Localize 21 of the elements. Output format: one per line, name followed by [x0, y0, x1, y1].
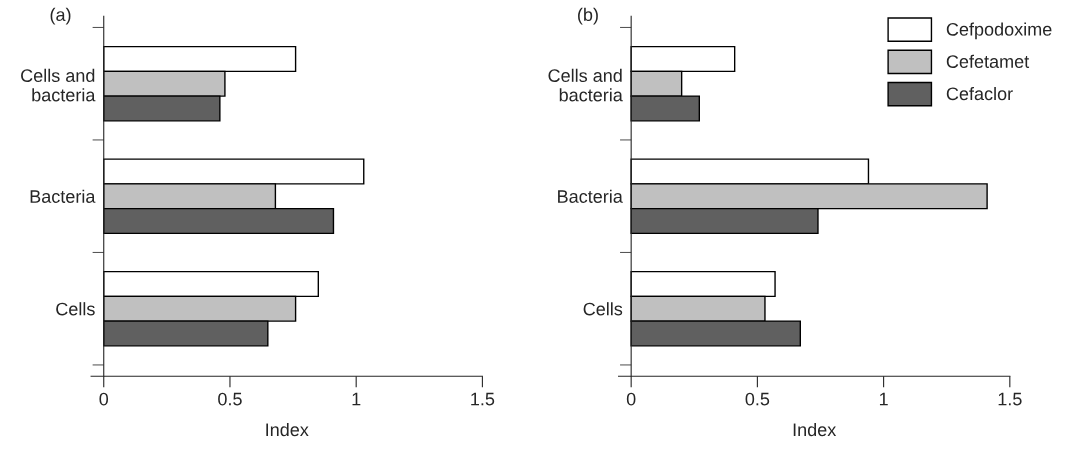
chart-title: (a) — [50, 7, 71, 25]
x-tick-label: 1 — [879, 392, 888, 406]
x-tick-label: 1.5 — [471, 392, 495, 406]
y-tick-label: Cells — [583, 302, 623, 316]
legend-label: Cefetamet — [946, 54, 1030, 68]
legend-label: Cefpodoxime — [946, 22, 1052, 40]
x-tick-label: 0.5 — [745, 392, 770, 406]
y-tick-label: Cells and bacteria — [21, 68, 96, 102]
legend-label: Cefaclor — [946, 86, 1013, 101]
chart-title: (b) — [578, 7, 598, 25]
y-tick-label: Cells and bacteria — [548, 68, 623, 102]
y-tick-label: Cells — [56, 302, 95, 316]
x-axis-title: Index — [793, 422, 837, 437]
y-tick-label: Bacteria — [558, 189, 623, 203]
x-tick-label: 0 — [626, 392, 636, 406]
x-tick-label: 0 — [99, 392, 109, 406]
x-tick-label: 1.5 — [998, 392, 1022, 406]
x-axis-title: Index — [266, 422, 309, 437]
x-tick-label: 1 — [352, 392, 361, 406]
x-tick-label: 0.5 — [218, 392, 242, 406]
y-tick-label: Bacteria — [30, 189, 96, 203]
